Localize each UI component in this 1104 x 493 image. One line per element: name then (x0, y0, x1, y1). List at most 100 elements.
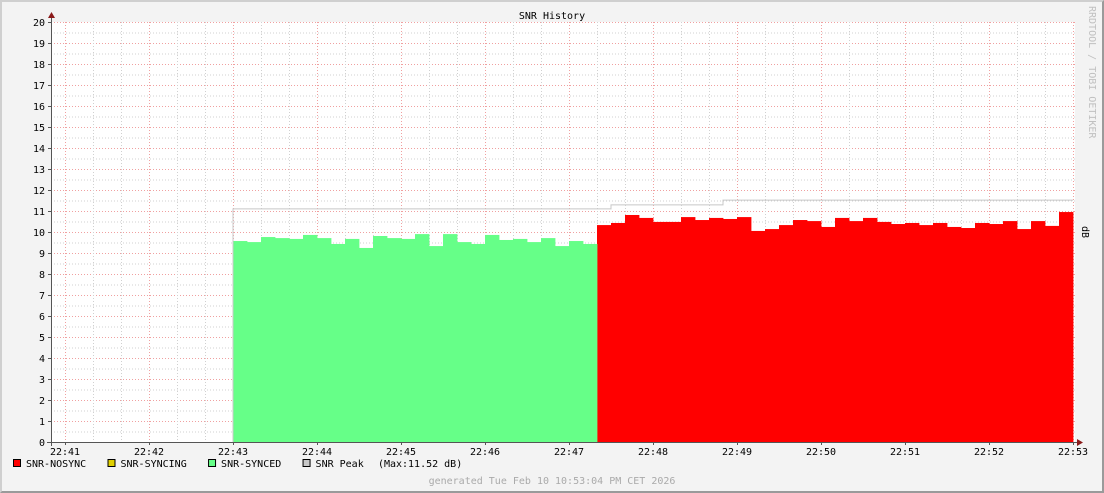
bar-snr-nosync (793, 220, 808, 442)
bar-snr-synced (289, 238, 304, 442)
legend: SNR-NOSYNC SNR-SYNCING SNR-SYNCED SNR Peak (… (13, 459, 462, 470)
bar-snr-synced (485, 234, 500, 442)
y-tick-label: 12 (33, 186, 45, 197)
y-tick-label: 10 (33, 228, 45, 239)
bar-snr-nosync (807, 221, 822, 442)
x-tick-label: 22:53 (1058, 447, 1088, 458)
legend-swatch-snr-peak (302, 459, 311, 467)
bar-snr-nosync (863, 217, 878, 442)
y-tick-label: 20 (33, 18, 45, 29)
y-tick-label: 19 (33, 39, 45, 50)
bar-snr-synced (513, 238, 528, 442)
legend-label: SNR-SYNCING (121, 459, 187, 470)
y-tick-label: 5 (39, 333, 45, 344)
y-axis-arrow-icon (48, 12, 55, 18)
bar-snr-nosync (821, 226, 836, 442)
bar-snr-synced (359, 247, 374, 442)
legend-swatch-snr-synced (208, 459, 217, 467)
data-marks (232, 199, 1074, 442)
y-tick-label: 17 (33, 81, 45, 92)
snr-peak-line (232, 199, 1073, 442)
watermark: RRDTOOL / TOBI OETIKER (1086, 6, 1097, 139)
y-tick-label: 13 (33, 165, 45, 176)
generated-footer: generated Tue Feb 10 10:53:04 PM CET 202… (429, 476, 676, 487)
bar-snr-nosync (1017, 229, 1032, 442)
y-tick-label: 18 (33, 60, 45, 71)
bar-snr-synced (471, 243, 486, 442)
x-tick-label: 22:49 (722, 447, 752, 458)
bar-snr-nosync (919, 225, 934, 442)
bar-snr-nosync (989, 224, 1004, 442)
bar-snr-nosync (975, 222, 990, 442)
bar-snr-synced (527, 242, 542, 442)
bar-snr-synced (317, 238, 332, 442)
bar-snr-synced (373, 235, 388, 442)
bar-snr-nosync (1031, 221, 1046, 442)
bar-snr-synced (499, 239, 514, 442)
y-tick-label: 9 (39, 249, 45, 260)
x-tick-label: 22:41 (50, 447, 80, 458)
bar-snr-synced (541, 238, 556, 442)
bar-snr-synced (429, 246, 444, 442)
y-tick-label: 11 (33, 207, 45, 218)
legend-label: SNR-SYNCED (221, 459, 281, 470)
bar-snr-nosync (779, 225, 794, 442)
y-tick-label: 14 (33, 144, 45, 155)
bar-snr-synced (233, 241, 248, 442)
bar-snr-synced (555, 246, 570, 442)
x-tick-label: 22:43 (218, 447, 248, 458)
bar-snr-nosync (625, 214, 640, 442)
bar-snr-synced (583, 243, 598, 442)
bar-snr-nosync (695, 220, 710, 442)
bar-snr-nosync (849, 221, 864, 442)
bar-snr-synced (569, 241, 584, 442)
x-tick-label: 22:42 (134, 447, 164, 458)
y-tick-label: 15 (33, 123, 45, 134)
legend-label: SNR-NOSYNC (26, 459, 86, 470)
bar-snr-nosync (667, 221, 682, 442)
y-tick-label: 6 (39, 312, 45, 323)
bar-snr-nosync (653, 221, 668, 442)
bar-snr-nosync (1045, 225, 1060, 442)
x-tick-label: 22:47 (554, 447, 584, 458)
bar-snr-nosync (891, 224, 906, 442)
x-tick-label: 22:44 (302, 447, 332, 458)
bar-snr-synced (415, 234, 430, 442)
bar-snr-nosync (611, 222, 626, 442)
y-axis-label: dB (1079, 226, 1090, 238)
y-tick-label: 3 (39, 375, 45, 386)
bar-snr-nosync (737, 217, 752, 442)
x-tick-label: 22:52 (974, 447, 1004, 458)
bar-snr-nosync (947, 226, 962, 442)
y-tick-label: 1 (39, 417, 45, 428)
y-tick-label: 8 (39, 270, 45, 281)
bar-snr-synced (261, 237, 276, 442)
bar-snr-synced (331, 243, 346, 442)
x-axis-arrow-icon (1077, 439, 1083, 446)
bar-snr-nosync (751, 230, 766, 442)
bar-snr-synced (387, 238, 402, 442)
y-tick-label: 0 (39, 438, 45, 449)
bar-snr-nosync (835, 217, 850, 442)
legend-swatch-snr-syncing (107, 459, 116, 467)
legend-swatch-snr-nosync (13, 459, 21, 467)
chart-title: SNR History (519, 11, 585, 22)
bar-snr-synced (345, 238, 360, 442)
x-tick-label: 22:50 (806, 447, 836, 458)
x-tick-label: 22:48 (638, 447, 668, 458)
bar-snr-nosync (1003, 221, 1018, 442)
x-tick-label: 22:45 (386, 447, 416, 458)
bar-snr-synced (443, 234, 458, 442)
bar-snr-synced (247, 242, 262, 442)
bar-snr-nosync (933, 222, 948, 442)
bar-snr-nosync (709, 217, 724, 442)
bar-snr-nosync (597, 225, 612, 442)
bar-snr-nosync (639, 217, 654, 442)
bar-snr-synced (457, 242, 472, 442)
y-tick-label: 4 (39, 354, 45, 365)
bar-snr-nosync (905, 222, 920, 442)
x-tick-label: 22:51 (890, 447, 920, 458)
y-tick-label: 7 (39, 291, 45, 302)
